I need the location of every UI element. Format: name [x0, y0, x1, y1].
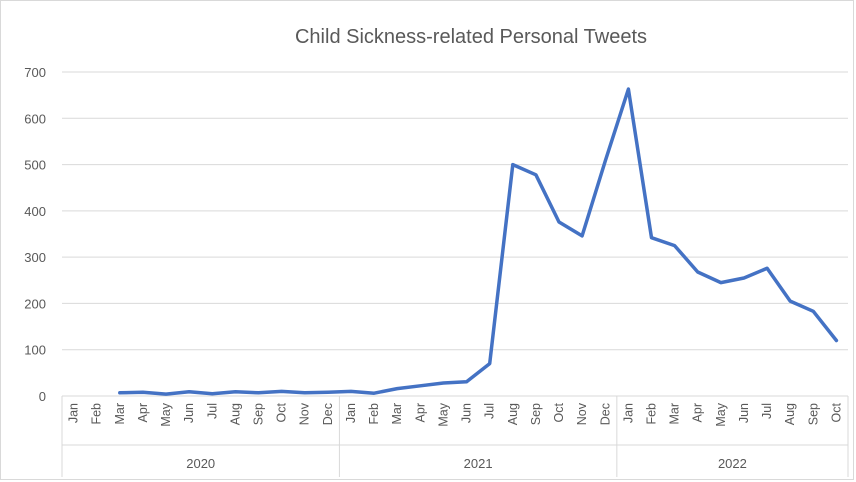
- x-tick-label: Oct: [829, 402, 843, 422]
- x-tick-label: Feb: [90, 403, 104, 425]
- y-tick-label: 100: [24, 343, 46, 358]
- x-tick-label: Jun: [460, 403, 474, 423]
- x-tick-label: Apr: [136, 403, 150, 422]
- x-tick-label: Dec: [598, 403, 612, 425]
- x-tick-label: May: [159, 402, 173, 426]
- x-tick-label: Jan: [621, 403, 635, 423]
- x-tick-label: Nov: [298, 402, 312, 425]
- x-tick-label: Jun: [182, 403, 196, 423]
- x-tick-label: Sep: [529, 403, 543, 425]
- y-tick-label: 400: [24, 204, 46, 219]
- y-tick-label: 0: [39, 389, 46, 404]
- x-tick-label: Dec: [321, 403, 335, 425]
- x-tick-label: Aug: [228, 403, 242, 425]
- x-tick-label: Mar: [113, 403, 127, 425]
- x-tick-label: Aug: [506, 403, 520, 425]
- x-tick-label: Apr: [691, 403, 705, 422]
- y-tick-label: 300: [24, 250, 46, 265]
- y-tick-label: 600: [24, 111, 46, 126]
- y-tick-label: 200: [24, 296, 46, 311]
- year-label: 2022: [718, 456, 747, 471]
- y-tick-label: 700: [24, 65, 46, 80]
- x-axis: Jan Feb Mar Apr May Jun Jul Aug Sep Oct Nov Dec Jan F…: [61, 395, 849, 477]
- x-tick-label: Mar: [390, 403, 404, 425]
- series-layer: [118, 87, 839, 396]
- x-tick-label: Jan: [67, 403, 81, 423]
- x-tick-label: Oct: [275, 402, 289, 422]
- y-axis-ticks: 0 100 200 300 400 500 600 700: [24, 65, 46, 404]
- year-label: 2021: [464, 456, 493, 471]
- chart-title: Child Sickness-related Personal Tweets: [295, 26, 647, 48]
- x-tick-label: Mar: [668, 403, 682, 425]
- x-tick-label: Aug: [783, 403, 797, 425]
- x-tick-label: May: [714, 402, 728, 426]
- x-tick-label: Feb: [367, 403, 381, 425]
- x-tick-label: Jan: [344, 403, 358, 423]
- x-tick-label: Sep: [806, 403, 820, 425]
- x-tick-label: Feb: [645, 403, 659, 425]
- x-tick-label: Oct: [552, 402, 566, 422]
- x-tick-label: Jul: [205, 403, 219, 419]
- series-line: [118, 87, 839, 396]
- y-tick-label: 500: [24, 158, 46, 173]
- gridlines: [62, 71, 848, 351]
- x-tick-label: Nov: [575, 402, 589, 425]
- x-tick-label: Jul: [483, 403, 497, 419]
- x-tick-label: Sep: [252, 403, 266, 425]
- x-tick-label: Apr: [413, 403, 427, 422]
- x-tick-label: Jun: [737, 403, 751, 423]
- x-tick-label: May: [436, 402, 450, 426]
- year-label: 2020: [186, 456, 215, 471]
- x-tick-label: Jul: [760, 403, 774, 419]
